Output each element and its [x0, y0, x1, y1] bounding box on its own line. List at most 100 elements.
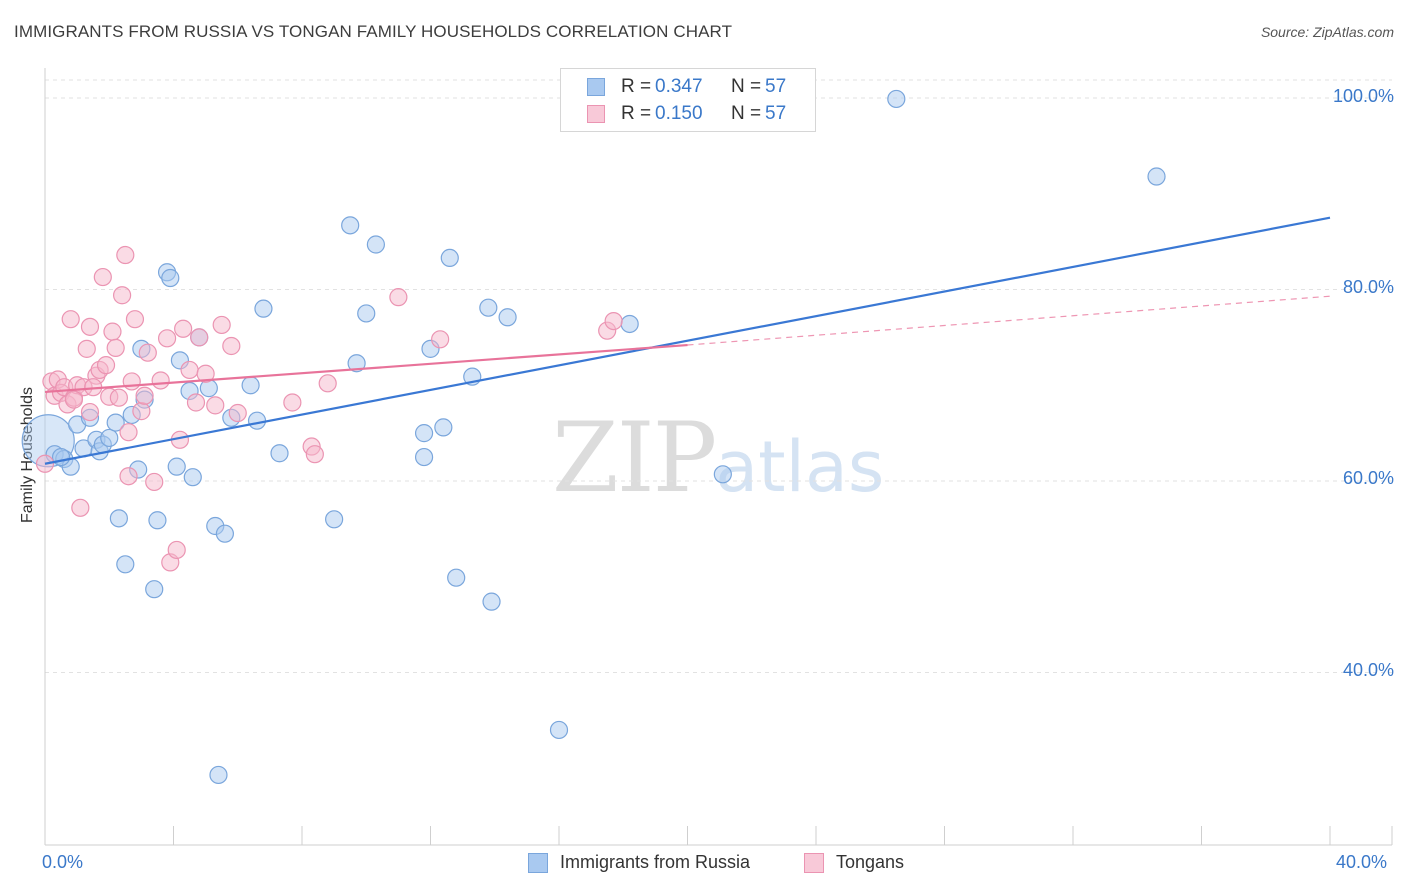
data-points [21, 89, 1166, 785]
tongans-point-7 [61, 310, 80, 329]
russia-point-38 [357, 304, 376, 323]
tongans-point-48 [305, 445, 324, 464]
tongans-point-31 [145, 472, 164, 492]
russia-point-51 [549, 720, 569, 740]
tongans-point-13 [80, 402, 100, 422]
tongans-point-32 [151, 371, 170, 390]
tongans-point-24 [116, 245, 135, 265]
russia-point-56 [51, 447, 71, 467]
watermark-atlas: atlas [715, 426, 885, 508]
russia-point-39 [366, 235, 385, 254]
legend-n-value: 57 [765, 76, 787, 97]
y-tick-label-100: 100.0% [1332, 86, 1394, 106]
bottom-legend-label-russia: Immigrants from Russia [560, 852, 751, 872]
tongans-point-21 [106, 338, 125, 358]
russia-point-22 [167, 457, 186, 476]
axes [44, 68, 1393, 846]
legend-swatch-pink [587, 105, 605, 123]
tongans-point-35 [167, 540, 186, 560]
legend-r-value: 0.150 [655, 103, 703, 124]
watermark-zip: ZIP [552, 402, 717, 514]
y-tick-label-60: 60.0% [1342, 468, 1394, 488]
legend-n-value: 57 [765, 103, 787, 124]
tongans-point-30 [138, 343, 157, 362]
russia-point-34 [209, 765, 228, 785]
tongans-point-50 [389, 288, 408, 307]
russia-point-36 [325, 510, 344, 529]
russia-point-19 [148, 511, 167, 530]
russia-point-48 [479, 298, 498, 317]
russia-point-54 [887, 89, 906, 109]
russia-point-32 [247, 411, 267, 430]
tongans-point-38 [180, 360, 199, 380]
tongans-point-39 [186, 393, 206, 412]
y-tick-label-40: 40.0% [1342, 660, 1394, 680]
tongans-point-40 [190, 328, 209, 347]
legend-swatch-blue [587, 78, 605, 96]
tongans-point-25 [119, 423, 138, 442]
tongans-point-26 [119, 467, 138, 486]
trend-lines [44, 216, 1331, 465]
tongans-point-14 [80, 317, 100, 336]
tongans-point-51 [431, 330, 450, 349]
tongans-point-43 [212, 315, 231, 335]
tongans-point-37 [174, 319, 193, 338]
russia-point-50 [498, 308, 517, 327]
russia-point-53 [713, 465, 732, 484]
russia-point-25 [183, 468, 202, 487]
russia-point-35 [270, 444, 289, 463]
russia-point-37 [341, 216, 360, 235]
bottom-legend-swatch-pink [804, 853, 824, 873]
tongans-point-33 [157, 329, 177, 348]
russia-point-33 [254, 299, 273, 318]
russia-point-42 [414, 447, 434, 467]
source-label: Source: ZipAtlas.com [1260, 24, 1394, 40]
x-tick-label-min: 0.0% [42, 852, 84, 872]
tongans-point-56 [64, 390, 84, 409]
tongans-point-55 [135, 386, 154, 405]
tongans-point-10 [71, 498, 90, 517]
tongans-point-12 [77, 339, 96, 358]
russia-point-45 [440, 248, 459, 268]
correlation-legend: R = 0.347 N = 57 R = 0.150 N = 57 [560, 68, 816, 132]
tongans-point-18 [96, 356, 116, 375]
tongans-point-49 [318, 374, 337, 393]
russia-point-18 [145, 580, 164, 599]
legend-r-value: 0.347 [655, 76, 703, 97]
tongans-point-44 [222, 336, 241, 356]
russia-point-21 [161, 268, 180, 288]
russia-point-13 [116, 555, 135, 574]
russia-trend-line [44, 216, 1331, 465]
russia-point-29 [215, 524, 234, 543]
tongans-trend-line [44, 343, 688, 394]
tongans-point-45 [228, 403, 247, 423]
legend-n-label: N = [731, 76, 762, 97]
russia-point-40 [347, 354, 366, 373]
russia-point-46 [447, 568, 466, 587]
russia-point-10 [100, 428, 119, 448]
tongans-point-53 [604, 311, 623, 331]
russia-point-52 [620, 314, 639, 334]
russia-point-55 [1147, 167, 1166, 186]
russia-point-44 [434, 418, 453, 437]
russia-point-41 [414, 424, 434, 443]
russia-point-49 [482, 592, 501, 611]
tongans-point-23 [112, 286, 132, 305]
x-tick-label-max: 40.0% [1336, 852, 1388, 872]
tongans-point-46 [283, 393, 302, 412]
tongans-point-17 [93, 267, 112, 287]
tongans-point-20 [103, 322, 122, 341]
russia-point-11 [106, 413, 125, 432]
tongans-point-41 [196, 364, 215, 383]
legend-n-label: N = [731, 103, 762, 124]
tongans-point-29 [132, 402, 151, 421]
chart-title: IMMIGRANTS FROM RUSSIA VS TONGAN FAMILY … [14, 22, 733, 41]
tongans-point-28 [125, 310, 145, 329]
tongans-point-27 [122, 372, 141, 391]
russia-point-12 [109, 509, 128, 528]
tongans-point-42 [206, 396, 225, 415]
y-tick-label-80: 80.0% [1342, 277, 1394, 297]
tongans-trend-line-extension [687, 295, 1331, 346]
watermark: ZIPatlas [552, 402, 884, 514]
